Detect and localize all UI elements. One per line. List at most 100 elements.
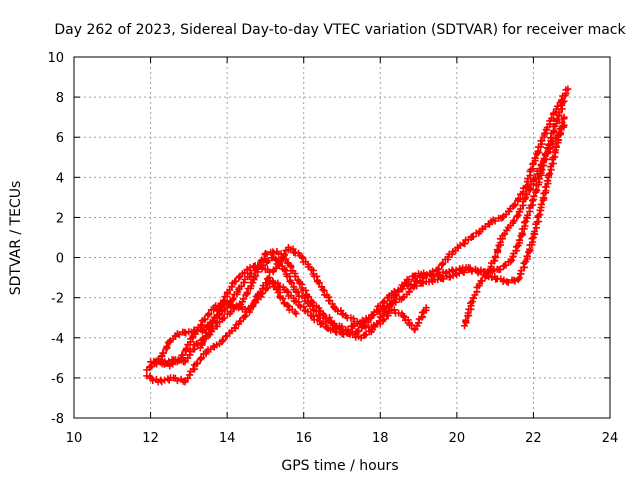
- data-trace-segment: [201, 304, 218, 323]
- x-tick-label: 10: [66, 431, 83, 446]
- data-trace-segment: [477, 272, 490, 285]
- data-trace-segment: [523, 160, 537, 190]
- data-trace-segment: [324, 325, 344, 336]
- data-trace-segment: [159, 339, 172, 357]
- data-point: [552, 117, 560, 125]
- data-point: [399, 312, 407, 320]
- data-trace-segment: [344, 322, 358, 334]
- data-trace-segment: [309, 298, 324, 315]
- data-trace-segment: [250, 262, 259, 270]
- data-point: [545, 145, 553, 153]
- data-point: [560, 97, 568, 105]
- data-trace-segment: [218, 310, 234, 323]
- data-point: [522, 217, 530, 225]
- data-trace-segment: [270, 260, 283, 274]
- data-trace-segment: [189, 317, 206, 340]
- data-trace-segment: [437, 272, 454, 283]
- data-trace-segment: [553, 99, 567, 124]
- y-tick-label: 2: [56, 211, 64, 226]
- data-trace-segment: [537, 148, 552, 168]
- data-trace-segment: [226, 300, 240, 311]
- data-trace-segment: [523, 235, 537, 263]
- data-trace-segment: [264, 266, 274, 276]
- data-trace-segment: [181, 341, 199, 364]
- data-trace-segment: [405, 272, 419, 284]
- data-trace-segment: [283, 301, 299, 316]
- y-tick-label: 0: [56, 252, 64, 267]
- data-trace-segment: [332, 305, 347, 319]
- data-trace-segment: [175, 328, 190, 339]
- x-tick-label: 16: [295, 431, 312, 446]
- data-trace-segment: [485, 273, 508, 285]
- chart-title: Day 262 of 2023, Sidereal Day-to-day VTE…: [54, 22, 626, 38]
- data-trace-segment: [257, 262, 266, 273]
- y-tick-label: -8: [51, 412, 64, 427]
- data-point: [468, 298, 476, 306]
- data-trace-segment: [238, 303, 253, 313]
- data-trace-segment: [413, 279, 427, 290]
- y-tick-label: -4: [51, 332, 64, 347]
- y-tick-label: 8: [56, 91, 64, 106]
- x-axis-label: GPS time / hours: [281, 458, 398, 474]
- data-trace-segment: [515, 259, 528, 282]
- data-trace-segment: [515, 195, 529, 216]
- y-tick-label: -2: [51, 292, 64, 307]
- data-trace-segment: [500, 202, 517, 220]
- data-trace-segment: [225, 321, 240, 337]
- data-trace-segment: [286, 245, 302, 257]
- data-trace-segment: [501, 223, 512, 238]
- data-trace-segment: [478, 220, 493, 233]
- data-trace-segment: [489, 214, 505, 225]
- data-trace-segment: [509, 212, 521, 227]
- data-point: [319, 286, 327, 294]
- data-trace-segment: [537, 177, 552, 208]
- data-trace-segment: [508, 243, 521, 264]
- y-tick-label: 6: [56, 131, 64, 146]
- series-track-e: [461, 121, 568, 330]
- y-tick-label: -6: [51, 372, 64, 387]
- data-trace-segment: [390, 295, 405, 306]
- data-trace-segment: [309, 267, 326, 291]
- data-point: [246, 264, 254, 272]
- data-trace-segment: [320, 311, 335, 326]
- data-point: [514, 276, 522, 284]
- data-trace-segment: [224, 279, 237, 296]
- y-axis-label: SDTVAR / TECUs: [8, 181, 24, 296]
- data-point: [292, 310, 300, 318]
- data-point: [506, 258, 514, 266]
- x-tick-label: 20: [449, 431, 466, 446]
- data-trace-segment: [411, 306, 430, 333]
- x-tick-label: 12: [142, 431, 159, 446]
- series-track-f: [154, 274, 300, 370]
- data-trace-segment: [266, 277, 279, 291]
- data-trace-segment: [146, 362, 156, 372]
- data-trace-segment: [466, 265, 485, 276]
- y-tick-label: 4: [56, 171, 64, 186]
- data-trace-segment: [241, 265, 252, 277]
- data-trace-segment: [379, 292, 393, 307]
- data-trace-segment: [390, 306, 406, 318]
- plot-frame: [73, 56, 611, 419]
- data-marks: [143, 85, 572, 386]
- data-trace-segment: [194, 348, 210, 367]
- data-trace-segment: [282, 267, 298, 293]
- data-trace-segment: [178, 335, 195, 359]
- data-trace-segment: [168, 356, 183, 368]
- data-point: [422, 304, 430, 312]
- data-trace-segment: [523, 197, 537, 222]
- data-trace-segment: [254, 275, 271, 298]
- data-trace-segment: [309, 312, 329, 330]
- data-trace-segment: [545, 146, 559, 179]
- data-trace-segment: [247, 293, 260, 311]
- data-trace-segment: [263, 248, 278, 258]
- data-trace-segment: [400, 283, 418, 301]
- data-trace-segment: [207, 341, 221, 353]
- x-tick-label: 14: [219, 431, 236, 446]
- data-trace-segment: [298, 253, 313, 271]
- x-tick-label: 22: [525, 431, 542, 446]
- data-trace-segment: [368, 307, 383, 319]
- data-trace-segment: [239, 279, 257, 303]
- data-trace-segment: [462, 299, 475, 327]
